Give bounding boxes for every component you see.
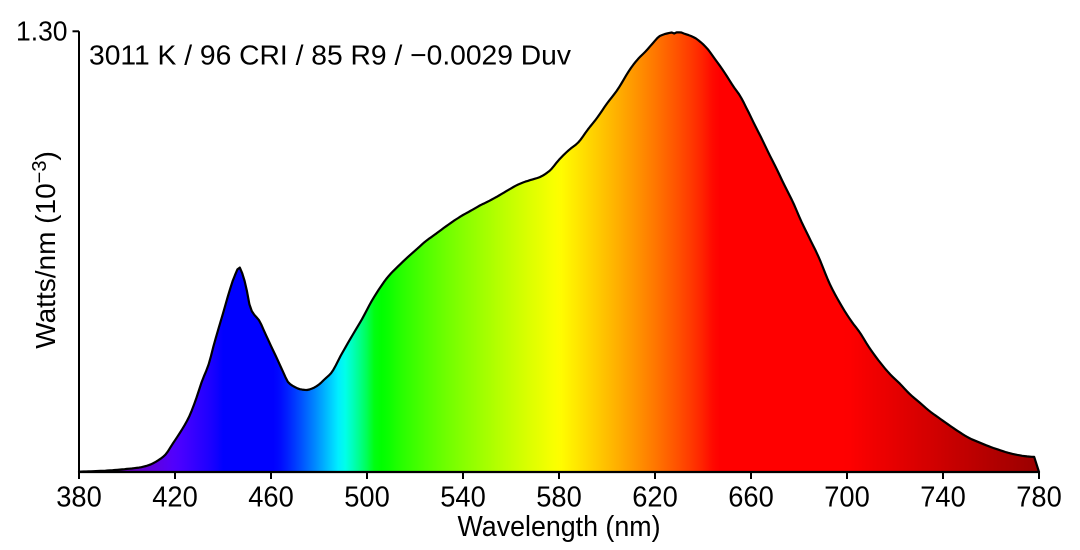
svg-text:780: 780 <box>1016 482 1062 514</box>
svg-text:460: 460 <box>248 482 294 514</box>
svg-text:740: 740 <box>920 482 966 514</box>
svg-text:380: 380 <box>56 482 102 514</box>
svg-text:580: 580 <box>536 482 582 514</box>
svg-text:620: 620 <box>632 482 678 514</box>
svg-text:3011 K / 96 CRI / 85 R9 / −0.0: 3011 K / 96 CRI / 85 R9 / −0.0029 Duv <box>89 40 571 71</box>
svg-text:1.30: 1.30 <box>16 16 68 47</box>
svg-text:Wavelength (nm): Wavelength (nm) <box>458 511 661 543</box>
svg-text:540: 540 <box>440 482 486 514</box>
svg-text:420: 420 <box>152 482 198 514</box>
svg-text:Watts/nm (10−3): Watts/nm (10−3) <box>29 151 61 349</box>
svg-text:700: 700 <box>824 482 870 514</box>
svg-text:500: 500 <box>344 482 390 514</box>
svg-text:660: 660 <box>728 482 774 514</box>
